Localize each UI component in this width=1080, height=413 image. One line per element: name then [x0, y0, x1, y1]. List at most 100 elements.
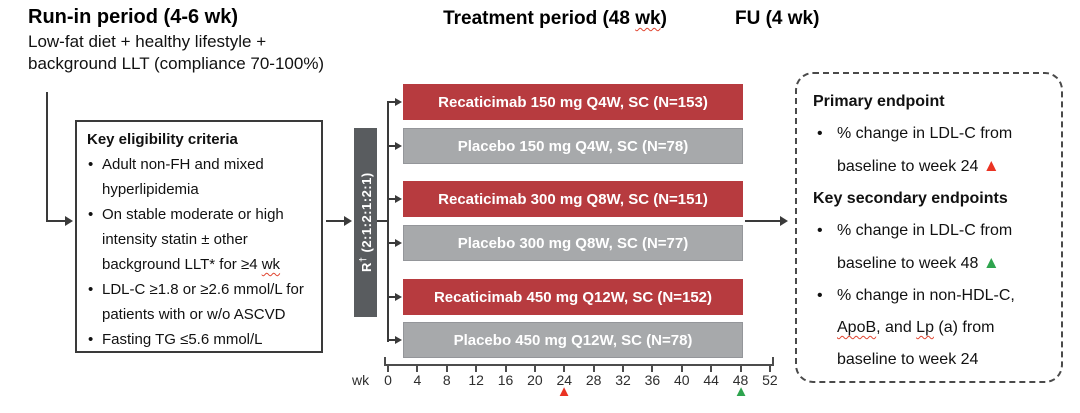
axis-tick	[580, 366, 608, 372]
axis-tick	[756, 366, 784, 372]
arm-bar-label: Placebo 300 mg Q8W, SC (N=77)	[457, 234, 689, 252]
eligibility-line: background LLT* for ≥4 wk	[87, 252, 313, 277]
eligibility-line: • Adult non-FH and mixed	[87, 152, 313, 177]
arm-bar-placebo-300: Placebo 300 mg Q8W, SC (N=77)	[403, 225, 743, 261]
week48-triangle-icon: ▲	[982, 253, 1000, 272]
endpoint-text: baseline to week 24	[837, 158, 983, 175]
endpoint-line: baseline to week 24 ▲	[813, 150, 1051, 183]
treatment-period-header: Treatment period (48 wk)	[400, 8, 710, 30]
connector-randomization-stub	[377, 220, 389, 222]
randomization-bar: R† (2:1:2:1:2:1)	[354, 128, 377, 317]
arm-bar-label: Recaticimab 300 mg Q8W, SC (N=151)	[438, 190, 708, 208]
connector-to-endpoints	[745, 220, 781, 222]
endpoint-text: % change in LDL-C from	[837, 222, 1013, 239]
endpoint-text: % change in LDL-C from	[837, 125, 1013, 142]
eligibility-line-text: Adult non-FH and mixed	[102, 156, 264, 173]
eligibility-line-text: On stable moderate or high	[102, 206, 284, 223]
randomization-ratio: (2:1:2:1:2:1)	[358, 172, 374, 257]
branch-line	[389, 339, 396, 341]
endpoint-line: baseline to week 24	[813, 344, 1051, 376]
week-axis-ticks	[374, 366, 784, 372]
axis-tick-label: 36	[644, 372, 661, 388]
bullet-icon: •	[817, 287, 823, 304]
axis-tick	[638, 366, 666, 372]
treatment-period-header-text: Treatment period (48	[443, 8, 636, 29]
treatment-period-header-squiggle: wk	[635, 8, 661, 29]
endpoint-text: baseline to week 24	[837, 351, 979, 368]
branch-line	[389, 296, 396, 298]
branch-line	[389, 242, 396, 244]
branch-arrowhead-icon	[395, 98, 402, 106]
eligibility-line-text: intensity statin ± other	[102, 231, 248, 248]
endpoint-text-squiggle: Lp	[916, 319, 934, 336]
arm-bar-placebo-450: Placebo 450 mg Q12W, SC (N=78)	[403, 322, 743, 358]
arm-bar-label: Placebo 150 mg Q4W, SC (N=78)	[457, 137, 689, 155]
week-axis-labels: 0 4 8 12 16 20 24 28 32 36 40 44 48 52	[374, 372, 784, 388]
axis-tick	[697, 366, 725, 372]
branch-line	[389, 198, 396, 200]
axis-tick-label: 4	[413, 372, 422, 388]
eligibility-line: patients with or w/o ASCVD	[87, 302, 313, 327]
branch-arrowhead-icon	[395, 336, 402, 344]
randomization-label: R† (2:1:2:1:2:1)	[357, 173, 373, 273]
endpoint-line: • % change in LDL-C from	[813, 215, 1051, 247]
endpoint-text: (a) from	[933, 319, 995, 336]
week24-marker-icon: ▲	[556, 383, 572, 400]
branch-arrowhead-icon	[395, 142, 402, 150]
arrowhead-into-eligibility-icon	[65, 216, 73, 226]
run-in-period-header: Run-in period (4-6 wk)	[28, 6, 238, 28]
axis-tick-label: 16	[497, 372, 514, 388]
endpoint-line: • % change in LDL-C from	[813, 118, 1051, 150]
secondary-endpoints-title: Key secondary endpoints	[813, 190, 1008, 207]
endpoints-box: Primary endpoint • % change in LDL-C from…	[795, 72, 1063, 383]
axis-tick	[550, 366, 578, 372]
bullet-icon: •	[88, 281, 94, 298]
follow-up-period-header: FU (4 wk)	[735, 8, 820, 29]
branch-line	[389, 101, 396, 103]
branch-line	[389, 145, 396, 147]
axis-tick	[521, 366, 549, 372]
endpoint-text: % change in non-HDL-C,	[837, 287, 1015, 304]
connector-branch-vertical	[387, 101, 389, 342]
axis-tick	[462, 366, 490, 372]
axis-tick	[433, 366, 461, 372]
endpoint-line: baseline to week 48 ▲	[813, 247, 1051, 280]
endpoint-text-squiggle: ApoB	[837, 319, 877, 336]
randomization-dagger: †	[357, 256, 368, 263]
arm-bar-placebo-150: Placebo 150 mg Q4W, SC (N=78)	[403, 128, 743, 164]
axis-tick-label: 12	[468, 372, 484, 388]
axis-tick-label: 40	[673, 372, 690, 388]
endpoint-line: ApoB, and Lp (a) from	[813, 312, 1051, 344]
axis-tick-label: 48	[732, 372, 749, 388]
eligibility-title: Key eligibility criteria	[87, 131, 238, 148]
week-axis-line	[384, 364, 774, 366]
week24-triangle-icon: ▲	[982, 156, 1000, 175]
eligibility-line-text: patients with or w/o ASCVD	[102, 306, 286, 323]
axis-tick-label: 44	[703, 372, 719, 388]
week-axis-unit-label: wk	[352, 372, 370, 388]
axis-tick	[403, 366, 431, 372]
primary-endpoint-title: Primary endpoint	[813, 93, 945, 110]
arm-bar-label: Placebo 450 mg Q12W, SC (N=78)	[453, 331, 693, 349]
connector-eligibility-to-randomization	[326, 220, 344, 222]
eligibility-line-squiggle: wk	[261, 256, 281, 273]
arm-bar-recaticimab-450: Recaticimab 450 mg Q12W, SC (N=152)	[403, 279, 743, 315]
eligibility-line: • On stable moderate or high	[87, 202, 313, 227]
eligibility-line: • Fasting TG ≤5.6 mmol/L	[87, 327, 313, 352]
week-axis-left-cap	[384, 357, 386, 366]
eligibility-line-text: LDL-C ≥1.8 or ≥2.6 mmol/L for	[102, 281, 304, 298]
eligibility-line-text: background LLT* for ≥4	[102, 256, 262, 273]
endpoint-text: baseline to week 48	[837, 255, 983, 272]
run-in-desc-line2: background LLT (compliance 70-100%)	[28, 54, 325, 73]
endpoint-text: , and	[876, 319, 917, 336]
axis-tick-label: 0	[384, 372, 392, 388]
arm-bar-recaticimab-300: Recaticimab 300 mg Q8W, SC (N=151)	[403, 181, 743, 217]
treatment-period-header-close: )	[660, 8, 667, 29]
eligibility-line: • LDL-C ≥1.8 or ≥2.6 mmol/L for	[87, 277, 313, 302]
arm-bar-label: Recaticimab 150 mg Q4W, SC (N=153)	[438, 93, 708, 111]
eligibility-box: Key eligibility criteria • Adult non-FH a…	[75, 120, 323, 353]
connector-run-in-horizontal	[46, 220, 66, 222]
eligibility-line: intensity statin ± other	[87, 227, 313, 252]
eligibility-line-text: hyperlipidemia	[102, 181, 199, 198]
